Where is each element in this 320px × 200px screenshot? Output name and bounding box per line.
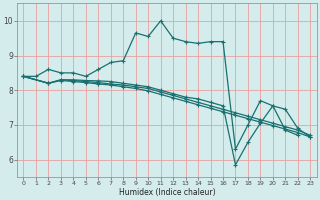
X-axis label: Humidex (Indice chaleur): Humidex (Indice chaleur) — [119, 188, 215, 197]
